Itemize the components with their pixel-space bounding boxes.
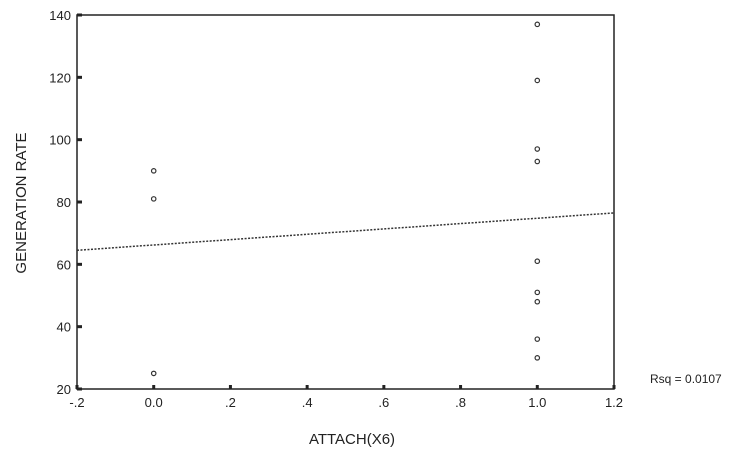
x-tick-label: 1.0: [528, 395, 546, 410]
fit-line: [76, 212, 615, 252]
data-point: [150, 370, 157, 377]
y-tick-label: 60: [57, 257, 71, 272]
x-tick-label: 1.2: [605, 395, 623, 410]
y-tick-label: 40: [57, 320, 71, 335]
x-tick-label: 0.0: [145, 395, 163, 410]
data-point: [534, 21, 541, 28]
x-tick-label: -.2: [69, 395, 84, 410]
data-point: [534, 355, 541, 361]
data-point: [534, 258, 541, 265]
rsq-annotation: Rsq = 0.0107: [650, 372, 722, 386]
data-point: [534, 146, 541, 152]
y-axis-title: GENERATION RATE: [13, 132, 30, 273]
y-tick-label: 140: [49, 8, 71, 23]
x-tick-label: .8: [455, 395, 466, 410]
y-tick-label: 80: [57, 195, 71, 210]
y-tick-label: 100: [49, 133, 71, 148]
y-tick-label: 20: [57, 382, 71, 397]
x-axis-title: ATTACH(X6): [309, 431, 395, 448]
data-point: [534, 158, 541, 165]
data-points: [150, 21, 541, 377]
data-point: [534, 298, 541, 305]
data-point: [150, 168, 157, 174]
y-tick-label: 120: [49, 70, 71, 85]
data-point: [534, 77, 541, 84]
y-axis-ticks: 20 40 60 80 100 120 140: [49, 8, 82, 397]
data-point: [534, 289, 541, 296]
data-point: [534, 336, 541, 342]
plot-frame: [76, 14, 615, 390]
x-axis-ticks: -.2 0.0 .2 .4 .6 .8 1.0 1.2: [69, 385, 623, 410]
x-tick-label: .4: [302, 395, 313, 410]
data-point: [150, 196, 157, 202]
x-tick-label: .6: [378, 395, 389, 410]
x-tick-label: .2: [225, 395, 236, 410]
